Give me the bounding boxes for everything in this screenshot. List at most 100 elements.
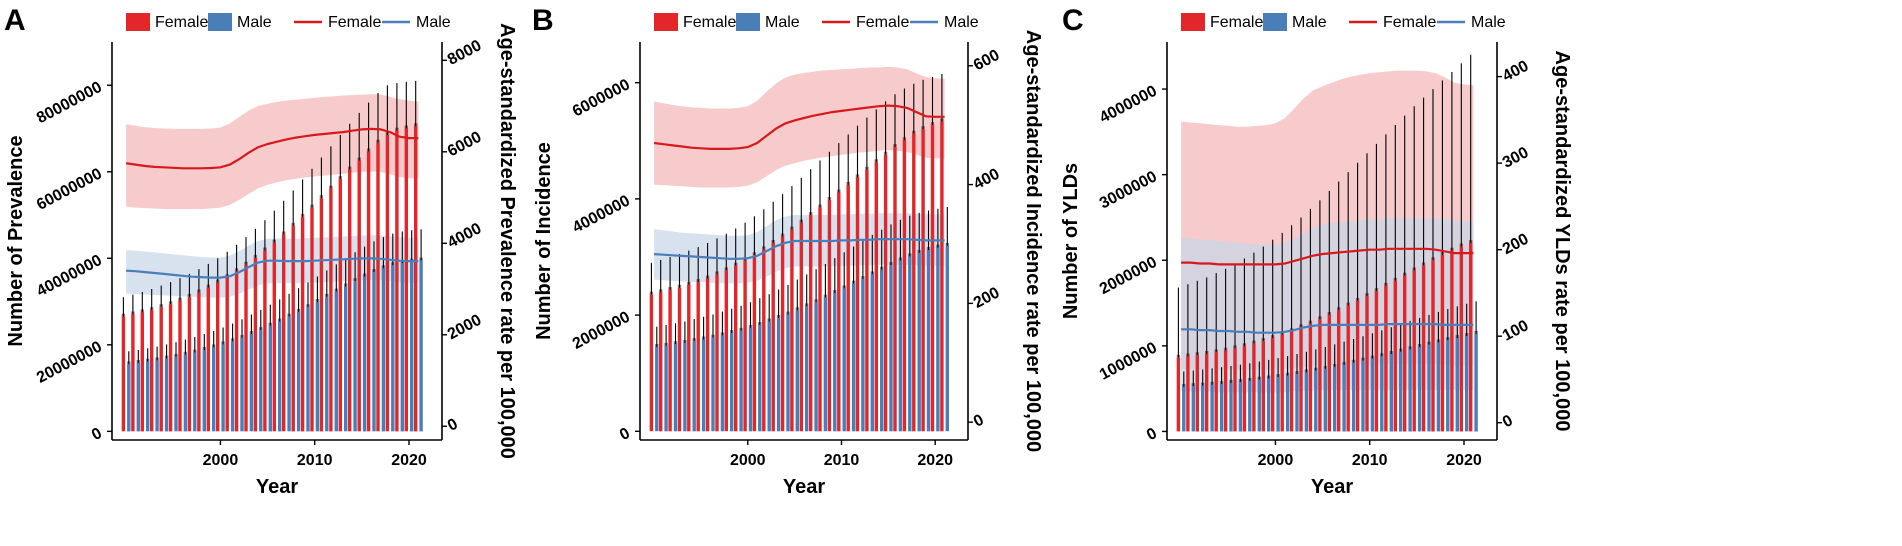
male-bar	[1455, 338, 1459, 432]
female-bar	[734, 265, 738, 432]
male-bar	[926, 250, 931, 432]
male-bar	[1380, 356, 1384, 432]
male-bar	[1333, 366, 1337, 432]
male-rate-line	[1181, 323, 1474, 334]
male-bar	[372, 272, 376, 432]
legend: Female Male Female Male	[126, 13, 451, 31]
male-bar	[701, 339, 706, 432]
male-bar	[212, 347, 216, 432]
female-bar	[385, 135, 390, 432]
female-bar	[1459, 246, 1463, 432]
female-rate-line	[125, 127, 419, 170]
legend-female-bar-swatch	[126, 13, 150, 31]
male-bar	[1465, 336, 1469, 432]
left-axis-title: Number of Prevalence	[5, 135, 27, 346]
legend-female-bar-label: Female	[155, 14, 208, 31]
male-bar	[136, 363, 140, 432]
male-bar	[1219, 383, 1224, 432]
panel-letter: B	[532, 4, 554, 37]
female-bar	[649, 294, 654, 432]
female-bar	[225, 277, 229, 432]
male-bar	[278, 321, 282, 432]
male-bar	[1474, 333, 1478, 432]
female-bar	[1308, 323, 1313, 432]
male-bar	[183, 354, 188, 432]
male-bar	[1427, 344, 1431, 432]
male-bar	[1417, 347, 1422, 432]
female-bar	[1393, 280, 1397, 432]
male-bar	[1295, 374, 1299, 432]
left-axis-title: Number of Incidence	[533, 142, 555, 340]
female-bar	[912, 133, 916, 432]
male-bar	[1210, 384, 1214, 432]
female-bar	[677, 287, 682, 432]
female-bar	[827, 200, 832, 432]
female-bar	[206, 287, 210, 432]
female-rate-band	[654, 66, 945, 188]
male-bar	[1229, 383, 1233, 432]
female-bar	[329, 188, 333, 432]
male-bar	[711, 337, 715, 432]
female-bar	[874, 162, 878, 432]
male-bar	[146, 361, 150, 432]
female-rate-band	[126, 94, 419, 209]
legend-female-line-label: Female	[1383, 14, 1436, 31]
male-bar	[296, 311, 301, 432]
male-bar	[202, 350, 206, 432]
female-bar	[752, 255, 757, 432]
female-bar	[705, 278, 710, 432]
female-bar	[659, 292, 663, 432]
male-bar	[164, 358, 169, 432]
female-bar	[1450, 250, 1454, 432]
x-axis-title: Year	[256, 476, 298, 498]
female-bar	[216, 282, 220, 432]
female-bar	[150, 310, 154, 432]
legend-male-bar-swatch	[208, 13, 232, 31]
legend-male-bar-label: Male	[765, 14, 800, 31]
right-axis-title: Age-standardized YLDs rate per 100,000	[1551, 51, 1573, 432]
female-bar	[1318, 319, 1322, 432]
x-axis-title: Year	[783, 476, 825, 498]
male-bar	[353, 281, 357, 432]
legend-male-line-label: Male	[944, 14, 979, 31]
male-bar	[155, 360, 159, 432]
male-bar	[655, 347, 659, 432]
female-bar	[1374, 291, 1379, 432]
male-bar	[1304, 372, 1309, 432]
female-bar	[846, 184, 850, 432]
female-bar	[715, 274, 719, 432]
male-bar	[1285, 375, 1290, 432]
male-bar	[1267, 378, 1271, 432]
female-bar	[865, 169, 869, 432]
female-bar	[338, 179, 342, 432]
female-bar	[121, 316, 126, 432]
female-bar	[902, 140, 907, 432]
male-bar	[400, 263, 404, 432]
male-bar	[683, 343, 687, 432]
male-bar	[814, 302, 818, 432]
female-bar	[921, 129, 925, 432]
legend-male-bar-label: Male	[237, 14, 272, 31]
female-rate-line	[653, 104, 945, 150]
male-bar	[767, 321, 771, 432]
male-bar	[1446, 340, 1450, 432]
female-bar	[883, 154, 888, 432]
legend-female-line-label: Female	[856, 14, 909, 31]
male-bar	[776, 318, 781, 432]
male-bar	[381, 268, 386, 432]
female-bar	[1440, 255, 1445, 432]
legend-female-bar-label: Female	[683, 14, 736, 31]
female-bar	[762, 249, 766, 432]
female-bar	[855, 177, 860, 432]
female-bar	[1346, 305, 1350, 432]
legend-male-line-label: Male	[1471, 14, 1506, 31]
female-bar	[1233, 348, 1237, 432]
x-tick-label: 2010	[1352, 452, 1388, 469]
male-bar	[268, 325, 272, 432]
x-tick-label: 2000	[203, 452, 239, 469]
male-bar	[325, 296, 329, 432]
male-bar	[739, 330, 743, 432]
male-bar	[917, 252, 921, 432]
male-bar	[240, 337, 244, 432]
